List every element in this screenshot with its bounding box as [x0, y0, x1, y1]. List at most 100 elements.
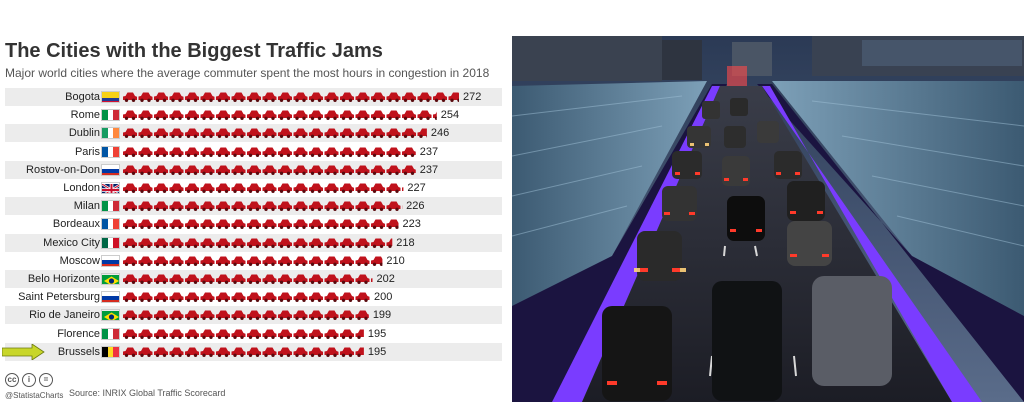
flag-mexico-icon: [101, 236, 120, 249]
value-label: 218: [396, 236, 415, 249]
car-icon: [138, 92, 153, 100]
car-icon: [293, 310, 308, 319]
car-icon: [355, 201, 370, 210]
car-icon: [355, 347, 364, 355]
value-label: 210: [386, 254, 405, 267]
car-icon: [154, 274, 168, 282]
car-icon: [355, 238, 370, 246]
table-row: Bogota 272: [5, 88, 502, 106]
table-row: Bordeaux 223: [5, 215, 502, 233]
table-row: Rome 254: [5, 106, 502, 124]
car-icon: [278, 128, 292, 137]
car-icon: [340, 256, 354, 264]
flag-brazil-icon: [101, 273, 120, 285]
car-icon: [293, 128, 308, 137]
highlight-arrow-icon: [2, 343, 45, 360]
car-icon: [169, 128, 184, 137]
car-icon: [231, 92, 246, 100]
car-icon: [309, 238, 323, 246]
car-icon: [324, 183, 339, 191]
car-icon: [386, 219, 399, 228]
car-icon: [247, 147, 261, 155]
car-icon: [340, 128, 354, 137]
car-icon: [154, 147, 168, 155]
car-icon: [340, 92, 354, 100]
car-icon: [324, 329, 339, 337]
car-icon: [371, 256, 383, 264]
car-icon: [185, 92, 199, 100]
car-icon: [355, 329, 364, 337]
bar-london: [123, 183, 404, 193]
car-icon: [200, 219, 215, 228]
bar-mexico-city: [123, 238, 393, 248]
car-icon: [293, 292, 308, 301]
table-row: Mexico City 218: [5, 233, 502, 252]
car-icon: [355, 128, 370, 137]
car-icon: [355, 110, 370, 119]
car-icon: [340, 274, 354, 282]
statista-handle: @StatistaCharts: [5, 391, 64, 400]
car-icon: [262, 183, 277, 191]
car-icon: [138, 183, 153, 191]
car-icon: [154, 219, 168, 228]
car-icon: [324, 219, 339, 228]
car-icon: [340, 329, 354, 337]
car-icon: [355, 274, 370, 282]
car-icon: [371, 110, 385, 119]
source-note: Source: INRIX Global Traffic Scorecard: [69, 388, 226, 398]
car-icon: [262, 201, 277, 210]
car-icon: [340, 219, 354, 228]
car-icon: [154, 92, 168, 100]
city-label: Florence: [57, 327, 100, 340]
car-icon: [278, 329, 292, 337]
city-label: Saint Petersburg: [18, 291, 100, 304]
car-icon: [262, 219, 277, 228]
car-icon: [231, 238, 246, 246]
car-icon: [262, 147, 277, 155]
car-icon: [324, 256, 339, 264]
car-icon: [216, 165, 230, 173]
bar-milan: [123, 201, 403, 212]
car-icon: [262, 128, 277, 137]
traffic-tunnel-photo: [512, 36, 1024, 402]
cc-icon: cc: [5, 373, 19, 387]
car-icon: [309, 310, 323, 319]
car-icon: [402, 205, 403, 210]
value-label: 223: [402, 218, 421, 231]
chart-title: The Cities with the Biggest Traffic Jams: [5, 40, 383, 62]
car-icon: [247, 292, 261, 301]
car-icon: [309, 329, 323, 337]
car-icon: [309, 201, 323, 210]
car-icon: [138, 310, 153, 319]
value-label: 200: [374, 291, 393, 304]
car-icon: [169, 219, 184, 228]
car-icon: [278, 183, 292, 191]
car-icon: [185, 165, 199, 173]
car-icon: [138, 292, 153, 301]
table-row: Florence 195: [5, 325, 502, 343]
car-icon: [216, 183, 230, 191]
car-icon: [309, 347, 323, 355]
car-icon: [433, 92, 447, 100]
car-icon: [169, 183, 184, 191]
car-icon: [216, 110, 230, 119]
value-label: 199: [372, 309, 392, 322]
car-icon: [247, 110, 261, 119]
car-icon: [386, 165, 401, 173]
car-icon: [386, 183, 401, 191]
bar-bogota: [123, 92, 459, 102]
flag-italy-icon: [101, 327, 120, 340]
flag-italy-icon: [101, 200, 120, 213]
car-icon: [216, 238, 230, 246]
car-icon: [371, 147, 385, 155]
car-icon: [262, 256, 277, 264]
car-icon: [293, 274, 308, 282]
car-icon: [185, 201, 199, 210]
car-icon: [185, 238, 199, 246]
car-icon: [340, 238, 354, 246]
bar-saint-petersburg: [123, 292, 370, 303]
flag-italy-icon: [101, 109, 120, 122]
car-icon: [185, 329, 199, 337]
by-icon: i: [22, 373, 36, 387]
car-icon: [340, 347, 354, 355]
